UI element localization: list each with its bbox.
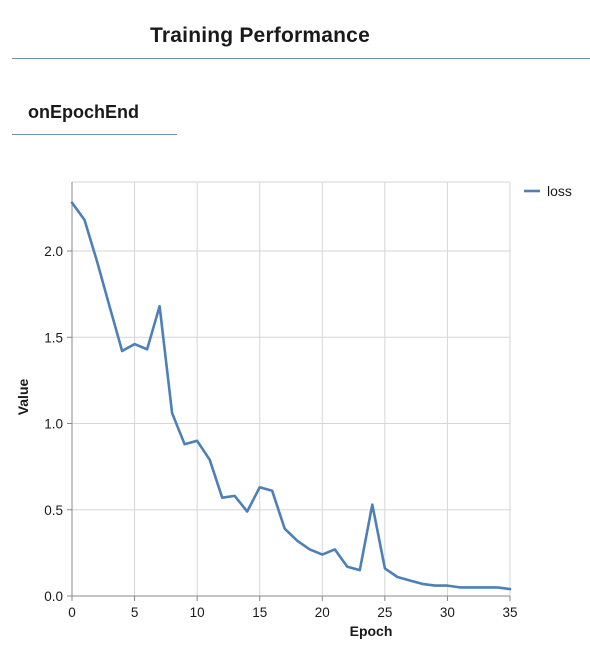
grid: [71, 181, 511, 597]
y-axis-title: Value: [15, 379, 31, 416]
x-tick-label: 15: [252, 605, 267, 620]
tab-on-epoch-end[interactable]: onEpochEnd: [12, 100, 177, 135]
y-tick-label: 0.5: [44, 503, 63, 518]
loss-chart: 0 5 10 15 20 25 30 35 0.0 0.5 1.0 1.5 2.0 Epoch Value …: [0, 160, 590, 669]
series-layer: [70, 201, 512, 591]
legend[interactable]: loss: [524, 183, 572, 199]
title-divider: [12, 58, 590, 59]
x-tick-label: 0: [68, 605, 76, 620]
tab-label: onEpochEnd: [28, 102, 139, 122]
x-axis-title: Epoch: [350, 623, 393, 639]
page-title: Training Performance: [150, 24, 370, 47]
series-line-loss: [70, 201, 512, 591]
y-tick-label: 1.5: [44, 330, 63, 345]
x-tick-label: 25: [377, 605, 392, 620]
x-tick-label: 5: [131, 605, 139, 620]
x-tick-label: 30: [440, 605, 455, 620]
chart-canvas: 0 5 10 15 20 25 30 350.00.51.01.52.0EpochValue …: [15, 181, 572, 639]
y-tick-label: 2.0: [44, 244, 63, 259]
x-tick-label: 20: [315, 605, 330, 620]
y-tick-label: 0.0: [44, 589, 63, 604]
legend-label[interactable]: loss: [547, 183, 572, 199]
x-tick-label: 35: [502, 605, 517, 620]
axes: 0 5 10 15 20 25 30 35 0.0 0.5 1.0 1.5 2.0 Epoch Value: [15, 182, 518, 639]
x-tick-label: 10: [190, 605, 205, 620]
y-tick-label: 1.0: [44, 417, 63, 432]
